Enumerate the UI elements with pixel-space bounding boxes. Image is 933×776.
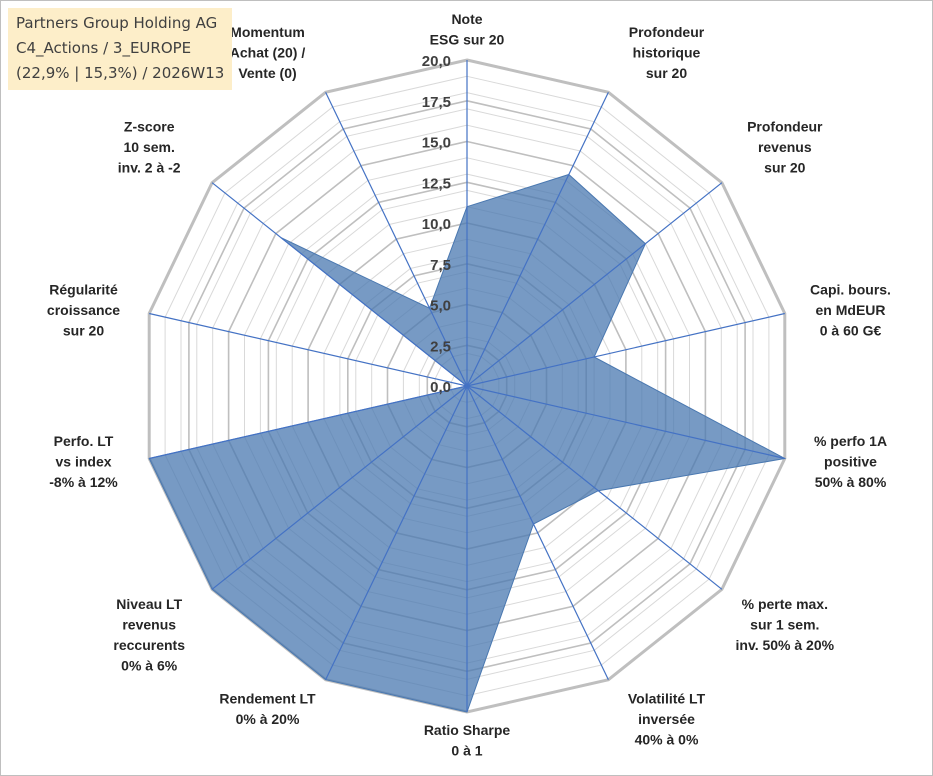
axis-label: Capi. bours. en MdEUR 0 à 60 G€ — [810, 282, 891, 339]
tick-label: 12,5 — [422, 175, 451, 192]
tick-label: 5,0 — [430, 298, 451, 315]
radar-axis-labels: Note ESG sur 20 Profondeur historique sur 20… — [47, 11, 891, 759]
axis-label-line: 0% à 6% — [121, 658, 178, 674]
axis-label-line: revenus — [122, 617, 176, 633]
axis-label-line: -8% à 12% — [49, 474, 118, 490]
axis-label: Volatilité LT inversée 40% à 0% — [628, 690, 706, 747]
axis-label-line: Profondeur — [747, 119, 823, 135]
axis-label-line: en MdEUR — [816, 302, 886, 318]
axis-label: % perte max. sur 1 sem. inv. 50% à 20% — [736, 596, 835, 653]
axis-label: Z-score 10 sem. inv. 2 à -2 — [118, 119, 181, 176]
tick-label: 15,0 — [422, 135, 451, 152]
axis-label-line: 0% à 20% — [236, 711, 300, 727]
tick-label: 7,5 — [430, 257, 451, 274]
axis-label-line: historique — [633, 45, 701, 61]
radar-tick-labels: 0,0 2,5 5,0 7,5 10,0 12,5 15,0 17,5 20,0 — [422, 53, 451, 396]
tick-label: 20,0 — [422, 53, 451, 70]
axis-label-line: 0 à 60 G€ — [820, 323, 882, 339]
radar-spoke — [466, 385, 723, 590]
axis-label: Rendement LT 0% à 20% — [219, 690, 316, 727]
axis-label-line: positive — [824, 453, 877, 469]
axis-label-line: inv. 2 à -2 — [118, 160, 181, 176]
axis-label-line: sur 20 — [764, 160, 805, 176]
axis-label-line: reccurents — [113, 637, 185, 653]
radar-spoke — [466, 385, 609, 680]
axis-label-line: Perfo. LT — [54, 433, 114, 449]
axis-label-line: vs index — [55, 453, 111, 469]
axis-label-line: Achat (20) / — [230, 45, 306, 61]
axis-label: Profondeur historique sur 20 — [629, 24, 705, 81]
axis-label-line: Momentum — [230, 24, 305, 40]
info-performance: (22,9% | 15,3%) / 2026W13 — [16, 64, 225, 82]
axis-label-line: 40% à 0% — [635, 731, 699, 747]
axis-label-line: sur 1 sem. — [750, 617, 819, 633]
axis-label-line: 10 sem. — [124, 139, 175, 155]
radar-spoke — [211, 182, 468, 387]
radar-spoke — [211, 385, 468, 590]
axis-label-line: revenus — [758, 139, 812, 155]
axis-label-line: Niveau LT — [116, 596, 182, 612]
radar-spoke — [325, 92, 468, 387]
radar-spokes — [149, 60, 785, 712]
axis-label-line: Z-score — [124, 119, 175, 135]
axis-label-line: Ratio Sharpe — [424, 722, 511, 738]
radar-spoke — [466, 385, 785, 460]
axis-label-line: inv. 50% à 20% — [736, 637, 835, 653]
radar-spoke — [466, 312, 785, 387]
axis-label: Profondeur revenus sur 20 — [747, 119, 823, 176]
axis-label-line: % perte max. — [742, 596, 828, 612]
axis-label: Note ESG sur 20 — [430, 11, 505, 48]
tick-label: 10,0 — [422, 216, 451, 233]
axis-label-line: Capi. bours. — [810, 282, 891, 298]
axis-label: Régularité croissance sur 20 — [47, 282, 120, 339]
radar-spoke — [466, 92, 609, 387]
axis-label-line: ESG sur 20 — [430, 32, 505, 48]
axis-label-line: % perfo 1A — [814, 433, 887, 449]
axis-label-line: 0 à 1 — [451, 743, 482, 759]
axis-label: Perfo. LT vs index -8% à 12% — [49, 433, 118, 490]
axis-label: Momentum Achat (20) / Vente (0) — [230, 24, 306, 81]
axis-label: Niveau LT revenus reccurents 0% à 6% — [113, 596, 185, 674]
axis-label-line: Note — [451, 11, 482, 27]
axis-label-line: Rendement LT — [219, 690, 316, 706]
axis-label-line: sur 20 — [63, 323, 104, 339]
axis-label: Ratio Sharpe 0 à 1 — [424, 722, 511, 759]
radar-spoke — [149, 385, 468, 460]
axis-label-line: Régularité — [49, 282, 118, 298]
axis-label-line: Profondeur — [629, 24, 705, 40]
axis-label-line: Volatilité LT — [628, 690, 706, 706]
axis-label-line: sur 20 — [646, 65, 687, 81]
axis-label-line: 50% à 80% — [815, 474, 887, 490]
axis-label: % perfo 1A positive 50% à 80% — [814, 433, 887, 490]
axis-label-line: Vente (0) — [238, 65, 296, 81]
tick-label: 2,5 — [430, 338, 451, 355]
tick-label: 0,0 — [430, 379, 451, 396]
radar-spoke — [325, 385, 468, 680]
info-category: C4_Actions / 3_EUROPE — [16, 39, 192, 57]
radar-spoke — [466, 182, 723, 387]
radar-spoke — [149, 312, 468, 387]
info-company-name: Partners Group Holding AG — [16, 14, 218, 32]
info-box: Partners Group Holding AG C4_Actions / 3… — [8, 8, 232, 90]
tick-label: 17,5 — [422, 94, 451, 111]
axis-label-line: croissance — [47, 302, 120, 318]
axis-label-line: inversée — [638, 711, 695, 727]
